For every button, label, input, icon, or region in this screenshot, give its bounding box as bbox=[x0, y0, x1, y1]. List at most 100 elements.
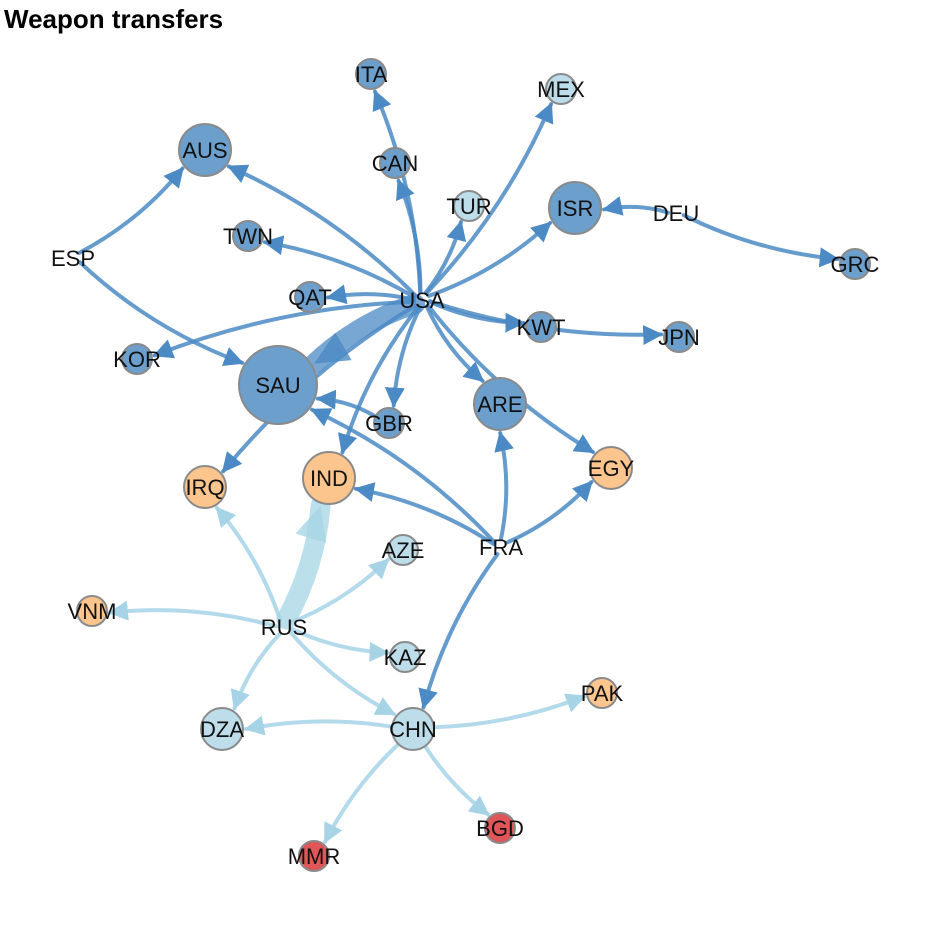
node-label-qat: QAT bbox=[288, 285, 332, 310]
node-can: CAN bbox=[372, 147, 418, 179]
node-circle-kor bbox=[121, 343, 153, 375]
node-isr: ISR bbox=[548, 181, 602, 235]
node-vnm: VNM bbox=[68, 595, 117, 627]
node-label-jpn: JPN bbox=[658, 325, 700, 350]
node-label-kwt: KWT bbox=[517, 315, 566, 340]
edge-usa-egy bbox=[425, 303, 596, 455]
node-grc: GRC bbox=[831, 248, 880, 280]
edge-rus-dza bbox=[230, 631, 282, 711]
node-twn: TWN bbox=[223, 220, 273, 252]
edge-usa-isr bbox=[426, 220, 553, 298]
edge-esp-sau bbox=[77, 260, 245, 366]
node-circle-pak bbox=[586, 677, 618, 709]
node-label-irq: IRQ bbox=[185, 475, 224, 500]
node-label-can: CAN bbox=[372, 151, 418, 176]
node-circle-grc bbox=[839, 248, 871, 280]
node-gbr: GBR bbox=[365, 407, 413, 439]
node-qat: QAT bbox=[288, 281, 332, 313]
node-circle-mmr bbox=[298, 840, 330, 872]
edge-fra-ind bbox=[353, 482, 496, 547]
node-mmr: MMR bbox=[288, 840, 340, 872]
node-circle-sau bbox=[238, 345, 318, 425]
node-tur: TUR bbox=[446, 190, 492, 222]
node-label-aze: AZE bbox=[382, 538, 425, 563]
node-aus: AUS bbox=[178, 123, 232, 177]
chart-title: Weapon transfers bbox=[4, 4, 224, 34]
node-circle-kaz bbox=[389, 641, 421, 673]
node-irq: IRQ bbox=[183, 465, 227, 509]
node-circle-qat bbox=[294, 281, 326, 313]
edge-chn-pak bbox=[418, 693, 587, 730]
node-circle-gbr bbox=[373, 407, 405, 439]
node-circle-jpn bbox=[663, 321, 695, 353]
node-circle-irq bbox=[183, 465, 227, 509]
node-circle-isr bbox=[548, 181, 602, 235]
node-label-dza: DZA bbox=[200, 717, 244, 742]
node-ita: ITA bbox=[355, 58, 388, 90]
node-label-bgd: BGD bbox=[476, 816, 524, 841]
node-circle-ind bbox=[302, 451, 356, 505]
node-are: ARE bbox=[473, 377, 527, 431]
node-fra: FRA bbox=[479, 535, 523, 560]
edge-usa-gbr bbox=[384, 305, 422, 408]
node-label-twn: TWN bbox=[223, 224, 273, 249]
node-chn: CHN bbox=[389, 707, 437, 751]
node-circle-tur bbox=[453, 190, 485, 222]
node-circle-twn bbox=[232, 220, 264, 252]
node-pak: PAK bbox=[581, 677, 624, 709]
node-label-usa: USA bbox=[399, 288, 445, 313]
node-label-rus: RUS bbox=[261, 615, 307, 640]
node-label-fra: FRA bbox=[479, 535, 523, 560]
edge-usa-kor bbox=[152, 299, 417, 359]
nodes-layer: USA SAU AUS ISR ARE ITA MEX CAN TUR DEU GRC TWN ESP Q… bbox=[51, 58, 880, 872]
node-circle-dza bbox=[200, 707, 244, 751]
node-circle-vnm bbox=[76, 595, 108, 627]
edge-deu-grc bbox=[681, 213, 840, 268]
node-label-aus: AUS bbox=[182, 138, 227, 163]
edge-rus-kaz bbox=[289, 626, 390, 662]
node-egy: EGY bbox=[588, 446, 635, 490]
edge-fra-are bbox=[494, 430, 514, 541]
node-label-ita: ITA bbox=[355, 62, 388, 87]
edge-chn-mmr bbox=[323, 733, 411, 844]
node-circle-mex bbox=[545, 73, 577, 105]
node-usa: USA bbox=[399, 288, 445, 313]
edge-rus-vnm bbox=[107, 600, 279, 629]
node-label-egy: EGY bbox=[588, 456, 635, 481]
edge-rus-irq bbox=[214, 505, 283, 623]
node-bgd: BGD bbox=[476, 812, 524, 844]
edge-chn-bgd bbox=[416, 733, 491, 817]
node-dza: DZA bbox=[200, 707, 244, 751]
node-label-gbr: GBR bbox=[365, 411, 413, 436]
node-circle-aus bbox=[178, 123, 232, 177]
edge-rus-chn bbox=[288, 629, 397, 717]
node-label-mex: MEX bbox=[537, 77, 585, 102]
node-circle-aze bbox=[387, 534, 419, 566]
edge-fra-egy bbox=[505, 480, 594, 545]
node-circle-chn bbox=[391, 707, 435, 751]
node-label-grc: GRC bbox=[831, 252, 880, 277]
node-label-pak: PAK bbox=[581, 681, 624, 706]
node-label-kaz: KAZ bbox=[384, 645, 427, 670]
node-aze: AZE bbox=[382, 534, 425, 566]
node-circle-can bbox=[379, 147, 411, 179]
node-circle-egy bbox=[589, 446, 633, 490]
node-rus: RUS bbox=[261, 615, 307, 640]
node-sau: SAU bbox=[238, 345, 318, 425]
node-kor: KOR bbox=[113, 343, 161, 375]
node-label-deu: DEU bbox=[653, 201, 699, 226]
edge-fra-sau bbox=[309, 407, 497, 545]
edge-usa-mex bbox=[424, 102, 554, 296]
node-label-chn: CHN bbox=[389, 717, 437, 742]
edge-esp-aus bbox=[77, 166, 185, 255]
node-kaz: KAZ bbox=[384, 641, 427, 673]
node-circle-kwt bbox=[525, 311, 557, 343]
node-label-ind: IND bbox=[310, 466, 348, 491]
node-deu: DEU bbox=[653, 201, 699, 226]
edge-deu-isr bbox=[601, 196, 671, 216]
node-ind: IND bbox=[302, 451, 356, 505]
node-jpn: JPN bbox=[658, 321, 700, 353]
node-mex: MEX bbox=[537, 73, 585, 105]
node-label-vnm: VNM bbox=[68, 599, 117, 624]
